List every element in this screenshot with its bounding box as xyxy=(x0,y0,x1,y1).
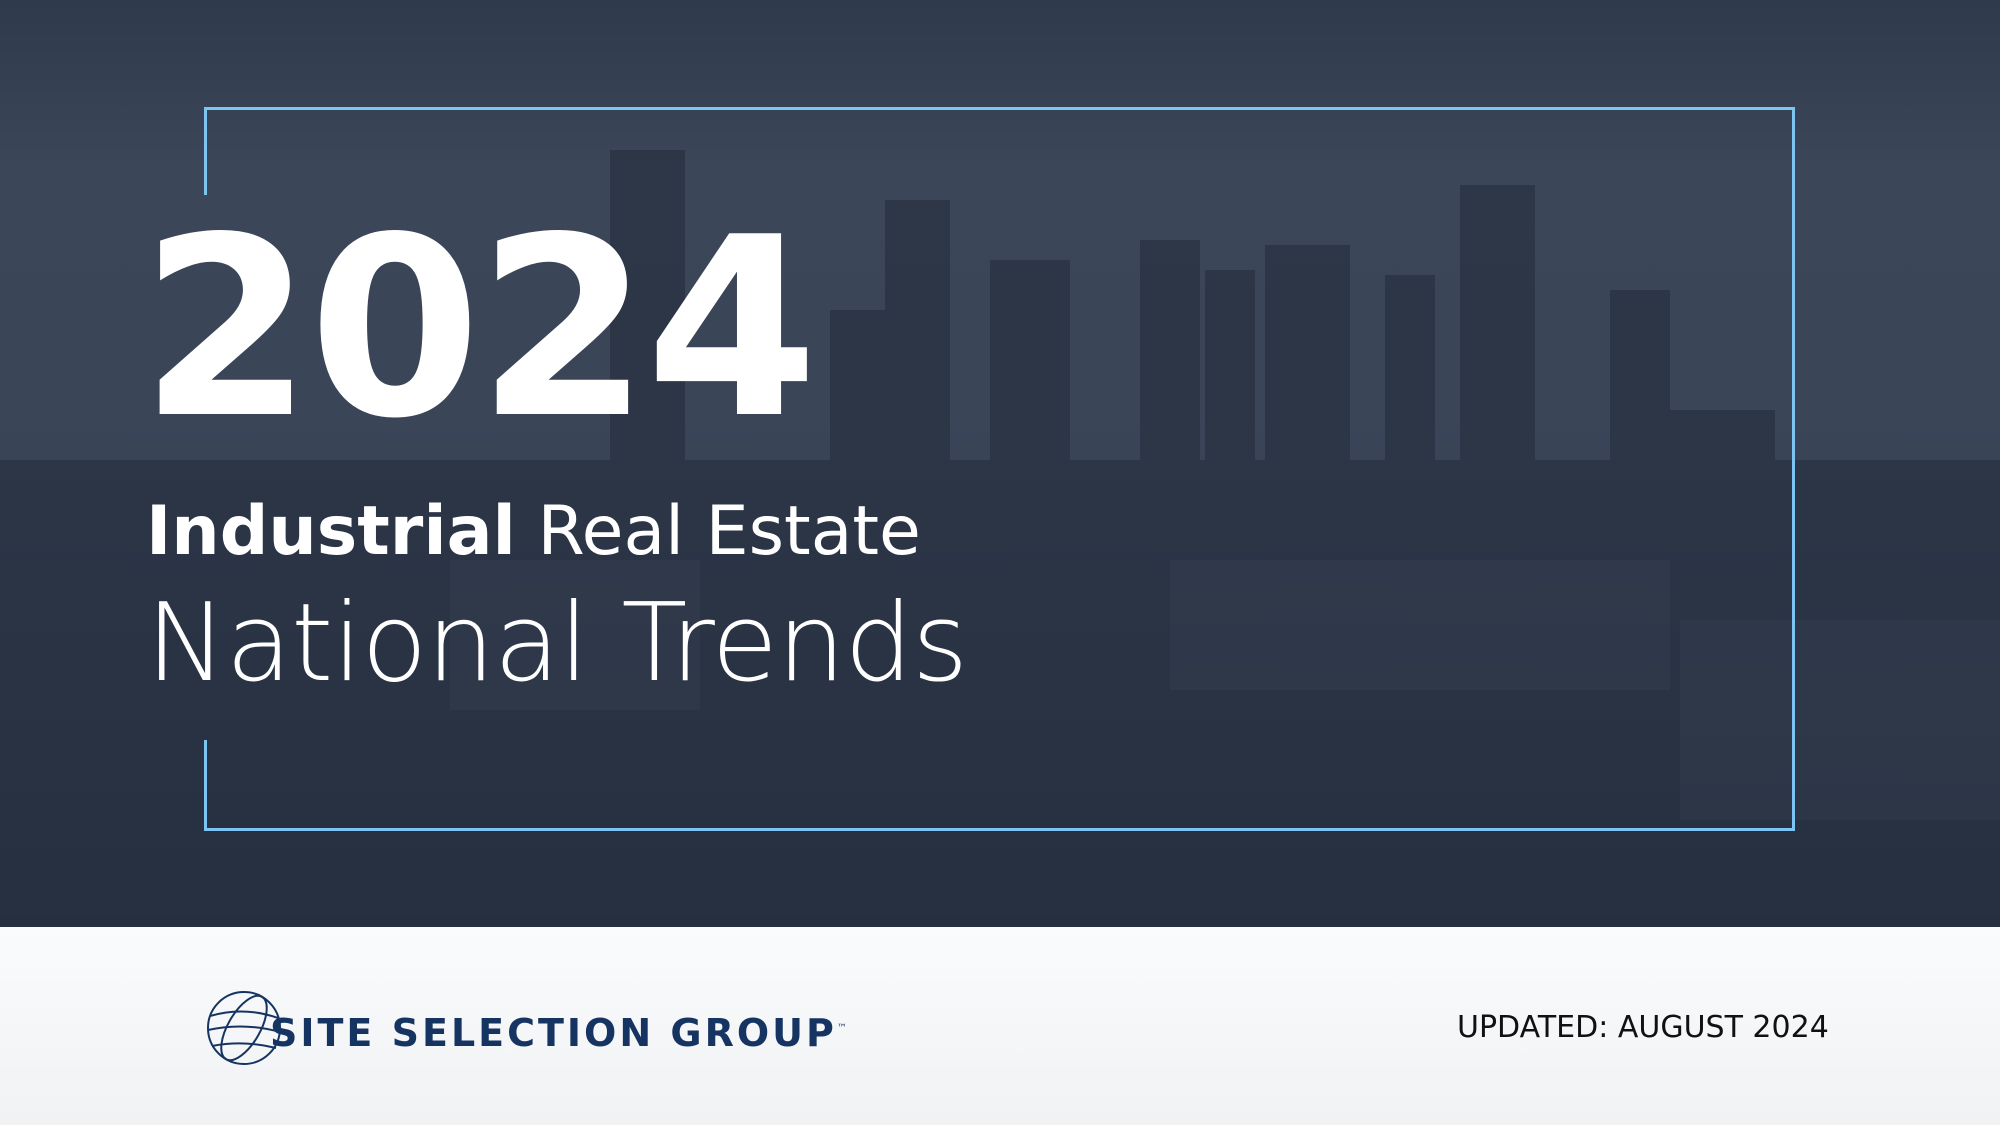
frame-border-left-top xyxy=(204,107,207,195)
title-headline: National Trends xyxy=(146,581,968,706)
logo-text: SITE SELECTION GROUP xyxy=(270,1011,837,1055)
city-skyline-image xyxy=(0,150,2000,927)
title-year: 2024 xyxy=(140,185,818,473)
frame-border-bottom xyxy=(204,828,1795,831)
frame-border-top xyxy=(204,107,1795,110)
globe-icon xyxy=(207,991,281,1065)
subtitle-rest: Real Estate xyxy=(515,492,921,571)
trademark: ™ xyxy=(836,1022,847,1034)
footer xyxy=(0,927,2000,1125)
title-subtitle: Industrial Real Estate xyxy=(146,498,921,566)
updated-date: UPDATED: AUGUST 2024 xyxy=(1457,1010,1829,1045)
company-logo: SITE SELECTION GROUP ™ xyxy=(204,988,847,1068)
hero-background xyxy=(0,0,2000,927)
frame-border-left-bottom xyxy=(204,740,207,831)
frame-border-right xyxy=(1792,107,1795,831)
subtitle-bold: Industrial xyxy=(146,492,516,571)
